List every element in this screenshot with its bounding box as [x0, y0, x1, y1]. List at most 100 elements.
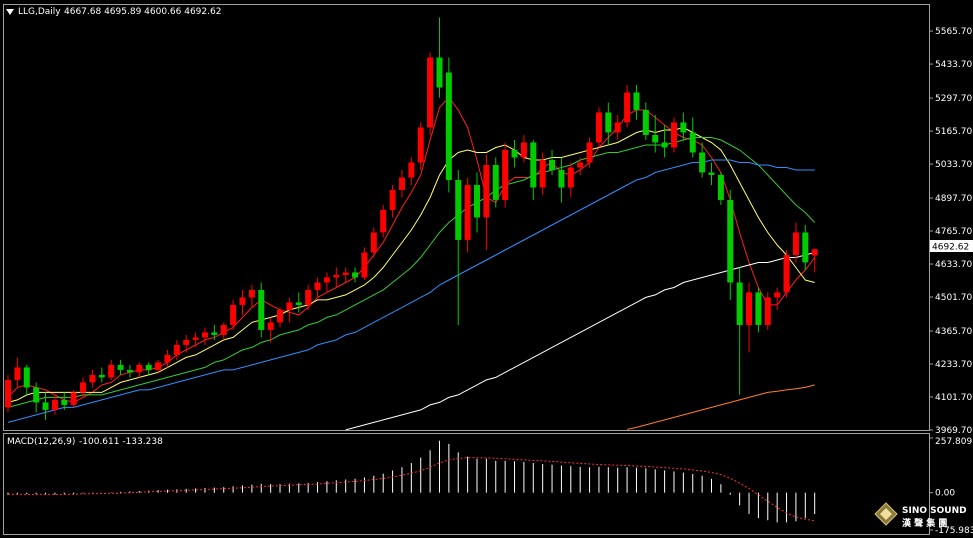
candle-body	[577, 162, 584, 168]
price-tick-label: 4897.70	[935, 194, 972, 204]
candle	[736, 267, 743, 395]
candle	[333, 267, 340, 288]
candle-body	[117, 364, 124, 370]
candle	[23, 364, 30, 395]
candle	[614, 114, 621, 140]
price-panel-frame	[3, 4, 930, 431]
candle	[42, 392, 49, 420]
candle	[427, 52, 434, 135]
candle	[474, 172, 480, 233]
candle-body	[670, 122, 677, 148]
ma-line-250	[626, 384, 815, 430]
candle	[539, 152, 546, 195]
candle-body	[70, 392, 77, 405]
candle-body	[173, 344, 180, 355]
candle	[577, 157, 584, 175]
candle	[173, 339, 180, 360]
candle-body	[614, 122, 621, 133]
candle-body	[145, 364, 152, 370]
candle-body	[314, 282, 321, 290]
candle-body	[201, 332, 208, 338]
candle	[511, 139, 518, 168]
candle-body	[586, 142, 593, 163]
candle	[51, 394, 58, 415]
candle	[755, 287, 762, 333]
candle-body	[708, 172, 715, 175]
chart-symbol-label: LLG,Daily	[18, 7, 61, 17]
candle-body	[502, 149, 509, 200]
candle	[520, 134, 527, 163]
candle-body	[464, 184, 471, 240]
candle	[652, 114, 659, 153]
candle-body	[389, 189, 396, 210]
candle	[727, 189, 734, 300]
candle-body	[61, 399, 68, 405]
candle	[624, 84, 631, 128]
candle-body	[680, 122, 687, 133]
candle-body	[51, 399, 58, 410]
candle	[502, 142, 509, 208]
candle-body	[370, 232, 377, 253]
candle	[352, 267, 359, 283]
candle-body	[267, 322, 274, 330]
candle	[286, 297, 293, 323]
collapse-triangle-icon[interactable]	[6, 9, 14, 15]
candle	[436, 17, 443, 98]
candle-body	[755, 292, 762, 325]
candle	[811, 248, 818, 273]
candle	[136, 362, 143, 378]
ma-line-60	[7, 159, 815, 423]
current-price-tag-text: 4692.62	[932, 243, 969, 253]
candle	[417, 122, 424, 170]
candle-body	[492, 164, 499, 200]
candle-body	[652, 134, 659, 143]
candle-body	[220, 324, 227, 335]
candle	[155, 359, 162, 373]
candle-body	[605, 112, 612, 133]
candle	[642, 102, 649, 140]
candle-body	[736, 282, 743, 325]
candle-body	[33, 387, 40, 403]
price-tick-label: 5565.70	[935, 27, 972, 37]
candle	[314, 277, 321, 298]
candle	[530, 139, 537, 200]
candle	[699, 142, 706, 178]
candle	[14, 357, 21, 388]
macd-plot-area	[7, 440, 816, 523]
macd-values-label: -100.611 -133.238	[79, 437, 163, 447]
macd-signal-line	[8, 457, 815, 522]
candle-body	[811, 249, 818, 256]
price-plot-area	[5, 17, 818, 431]
candle-body	[352, 272, 359, 278]
candle-body	[305, 289, 312, 305]
ma-line-20	[7, 137, 816, 408]
price-tick-label: 4233.70	[935, 360, 972, 370]
candle	[126, 364, 133, 378]
candle	[708, 162, 715, 185]
candle-body	[436, 57, 443, 88]
candle	[661, 124, 668, 158]
sino-sound-logo: SINO SOUND 漢 聲 集 團	[874, 502, 967, 529]
candle-body	[323, 277, 330, 283]
candle-body	[42, 402, 49, 410]
candle	[605, 102, 612, 145]
candle-body	[699, 152, 706, 173]
candle	[164, 349, 171, 368]
candle	[277, 307, 284, 328]
candle-body	[417, 127, 424, 163]
candle	[380, 204, 387, 238]
candle-body	[624, 92, 631, 123]
candle-body	[277, 309, 284, 323]
price-tick-label: 4365.70	[935, 327, 972, 337]
candle	[445, 57, 452, 193]
candle	[201, 327, 208, 345]
candle-body	[774, 292, 781, 298]
logo-name: SINO SOUND	[902, 506, 967, 516]
candle	[408, 157, 415, 185]
candle	[183, 334, 190, 353]
candle-body	[558, 169, 565, 188]
ma-line-120	[345, 252, 815, 431]
candle	[586, 137, 593, 168]
candle-body	[398, 177, 405, 190]
candle	[595, 107, 602, 148]
